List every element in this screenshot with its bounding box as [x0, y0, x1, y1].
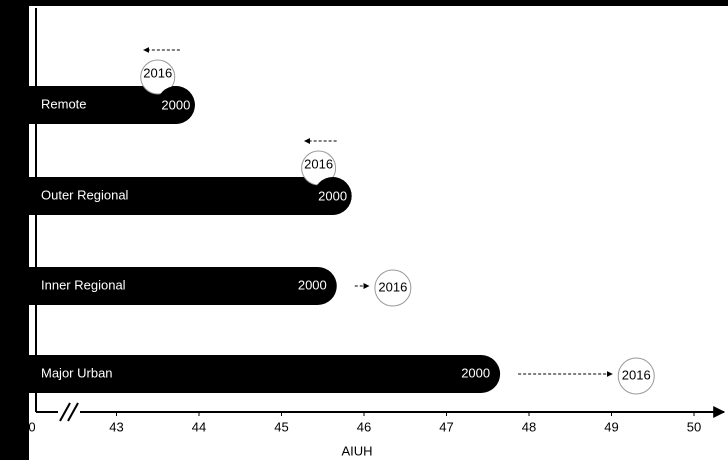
- border-top: [0, 0, 728, 6]
- bar: [29, 177, 352, 215]
- x-tick-label: 49: [604, 419, 618, 434]
- label-2016: 2016: [143, 65, 172, 80]
- marker-2016: [140, 59, 176, 95]
- bar: [29, 86, 195, 124]
- x-axis-label: AIUH: [341, 443, 372, 458]
- label-2000: 2000: [161, 97, 190, 112]
- bar-cap: [156, 86, 195, 124]
- x-tick-label: 44: [192, 419, 206, 434]
- category-label: Major Urban: [41, 365, 113, 380]
- label-2000: 2000: [318, 188, 347, 203]
- x-tick-label: 48: [522, 419, 536, 434]
- axis-break: [67, 402, 79, 422]
- x-tick-label: 50: [687, 419, 701, 434]
- label-2016: 2016: [622, 367, 651, 382]
- label-2016: 2016: [378, 279, 407, 294]
- x-tick-label: 45: [274, 419, 288, 434]
- x-tick-label: 47: [439, 419, 453, 434]
- label-2016: 2016: [304, 156, 333, 171]
- label-2000: 2000: [298, 277, 327, 292]
- x-tick-label: 43: [109, 419, 123, 434]
- bar: [29, 267, 337, 305]
- x-tick-label: 46: [357, 419, 371, 434]
- category-label: Inner Regional: [41, 277, 126, 292]
- axis-break: [59, 402, 71, 422]
- marker-2016: [374, 269, 412, 307]
- category-label: Remote: [41, 96, 87, 111]
- bar: [29, 355, 501, 393]
- category-label: Outer Regional: [41, 187, 129, 202]
- border-left: [0, 0, 29, 460]
- x-tick-label: 0: [28, 419, 35, 434]
- marker-2016: [617, 357, 655, 395]
- label-2000: 2000: [461, 365, 490, 380]
- bar-cap: [313, 177, 352, 215]
